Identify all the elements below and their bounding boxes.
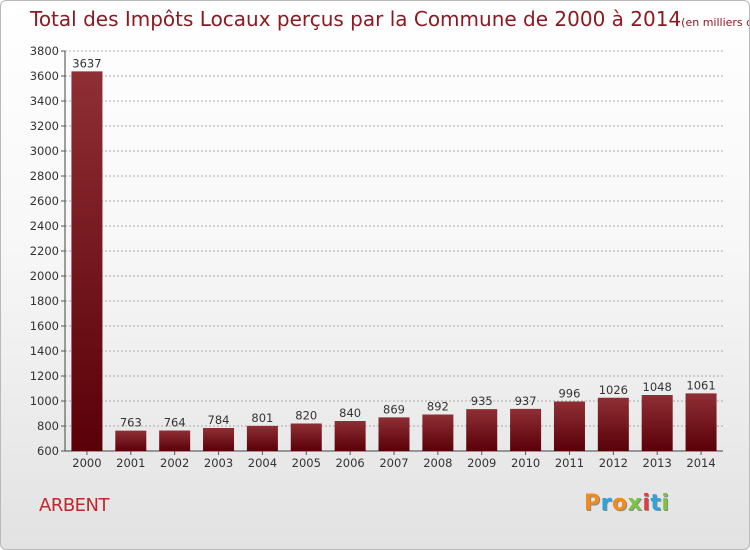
value-label: 3637 bbox=[72, 56, 101, 70]
bar-2000 bbox=[71, 71, 103, 451]
x-tick-label: 2014 bbox=[686, 456, 715, 470]
y-tick-label: 1200 bbox=[30, 369, 59, 383]
y-tick-label: 3200 bbox=[30, 119, 59, 133]
y-tick-label: 2400 bbox=[30, 219, 59, 233]
y-tick-label: 2600 bbox=[30, 194, 59, 208]
value-label: 1061 bbox=[686, 378, 715, 392]
x-tick-label: 2003 bbox=[204, 456, 233, 470]
value-label: 763 bbox=[120, 416, 142, 430]
y-tick-label: 2000 bbox=[30, 269, 59, 283]
y-tick-label: 600 bbox=[37, 444, 59, 458]
value-label: 820 bbox=[295, 409, 317, 423]
bar-2012 bbox=[597, 397, 629, 451]
y-tick-label: 1800 bbox=[30, 294, 59, 308]
bar-2001 bbox=[115, 430, 147, 451]
logo-letter: r bbox=[600, 491, 612, 516]
y-tick-label: 2200 bbox=[30, 244, 59, 258]
x-tick-label: 2013 bbox=[643, 456, 672, 470]
y-tick-label: 3600 bbox=[30, 69, 59, 83]
logo-letter: o bbox=[611, 491, 628, 516]
value-label: 937 bbox=[515, 394, 537, 408]
logo-letter: i bbox=[661, 491, 670, 516]
y-tick-label: 1600 bbox=[30, 319, 59, 333]
y-tick-label: 800 bbox=[37, 419, 59, 433]
x-tick-label: 2002 bbox=[160, 456, 189, 470]
logo-letter: t bbox=[650, 491, 662, 516]
bar-2014 bbox=[685, 393, 717, 451]
bar-2005 bbox=[290, 423, 322, 451]
bar-2004 bbox=[246, 425, 278, 451]
x-tick-label: 2004 bbox=[248, 456, 277, 470]
value-label: 869 bbox=[383, 402, 405, 416]
bar-2006 bbox=[334, 421, 366, 451]
x-tick-label: 2012 bbox=[599, 456, 628, 470]
title-main: Total des Impôts Locaux perçus par la Co… bbox=[30, 7, 682, 31]
y-tick-label: 3400 bbox=[30, 94, 59, 108]
y-tick-label: 1400 bbox=[30, 344, 59, 358]
bar-2008 bbox=[422, 414, 454, 451]
value-label: 840 bbox=[339, 406, 361, 420]
bar-2007 bbox=[378, 417, 410, 451]
commune-name: ARBENT bbox=[39, 495, 110, 516]
y-tick-label: 2800 bbox=[30, 169, 59, 183]
x-tick-label: 2006 bbox=[335, 456, 364, 470]
value-label: 784 bbox=[208, 413, 230, 427]
proxiti-logo[interactable]: Proxiti bbox=[584, 491, 669, 516]
value-label: 996 bbox=[558, 387, 580, 401]
x-tick-label: 2005 bbox=[292, 456, 321, 470]
bar-2011 bbox=[553, 401, 585, 451]
chart-title: Total des Impôts Locaux perçus par la Co… bbox=[30, 7, 749, 31]
labels: 600 800 1000 1200 1400 1600 1800 2000 2200 2400 26… bbox=[30, 44, 716, 470]
y-tick-label: 3000 bbox=[30, 144, 59, 158]
title-unit: (en milliers d'€) bbox=[681, 16, 749, 29]
x-tick-label: 2001 bbox=[116, 456, 145, 470]
x-tick-label: 2000 bbox=[72, 456, 101, 470]
value-label: 1048 bbox=[643, 380, 672, 394]
bar-2002 bbox=[159, 430, 191, 451]
logo-letter: x bbox=[627, 491, 643, 516]
value-label: 892 bbox=[427, 400, 449, 414]
x-tick-label: 2010 bbox=[511, 456, 540, 470]
x-tick-label: 2011 bbox=[555, 456, 584, 470]
logo-letter: i bbox=[642, 491, 651, 516]
bar-2013 bbox=[641, 395, 673, 451]
logo-letter: P bbox=[584, 491, 601, 516]
value-label: 801 bbox=[251, 411, 273, 425]
value-label: 764 bbox=[164, 416, 186, 430]
x-tick-label: 2009 bbox=[467, 456, 496, 470]
x-tick-label: 2008 bbox=[423, 456, 452, 470]
y-tick-label: 1000 bbox=[30, 394, 59, 408]
x-tick-label: 2007 bbox=[379, 456, 408, 470]
value-label: 1026 bbox=[599, 383, 628, 397]
bars bbox=[71, 71, 717, 451]
bar-2003 bbox=[203, 428, 235, 451]
bar-2010 bbox=[510, 408, 542, 451]
bar-2009 bbox=[466, 409, 498, 451]
value-label: 935 bbox=[471, 394, 493, 408]
y-tick-label: 3800 bbox=[30, 44, 59, 58]
